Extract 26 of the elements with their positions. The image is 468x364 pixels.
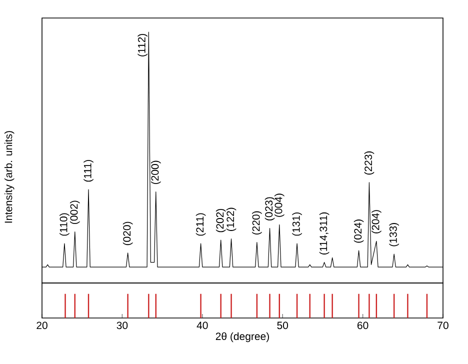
x-tick-label: 50 xyxy=(277,322,288,330)
annotation: (202) xyxy=(216,208,226,232)
annotation: (211) xyxy=(196,213,206,236)
x-axis-title: 2θ (degree) xyxy=(216,332,269,342)
annotation: (133) xyxy=(389,223,399,246)
annotation: (223) xyxy=(364,151,374,175)
annotation: (020) xyxy=(122,222,133,246)
annotation: (112) xyxy=(138,34,148,56)
annotation: (220) xyxy=(252,211,262,234)
annotation: (023) xyxy=(264,197,275,220)
y-axis-title: Intensity (arb. units) xyxy=(4,131,14,223)
x-tick-label: 40 xyxy=(196,322,208,330)
x-tick-label: 70 xyxy=(438,322,448,330)
annotation: (024) xyxy=(354,220,364,243)
annotation: (122) xyxy=(226,208,236,231)
annotation: (004) xyxy=(274,194,284,217)
annotation: (204) xyxy=(372,210,382,234)
annotation: (110) xyxy=(60,213,70,236)
x-tick-label: 30 xyxy=(116,322,128,330)
x-tick-label: 60 xyxy=(357,322,368,330)
annotation: (200) xyxy=(150,160,161,184)
x-tick-label: 20 xyxy=(36,322,48,330)
annotation: (131) xyxy=(292,212,302,236)
annotation: (114,311) xyxy=(319,212,330,254)
annotation: (111) xyxy=(84,160,94,182)
annotation: (002) xyxy=(70,200,80,224)
